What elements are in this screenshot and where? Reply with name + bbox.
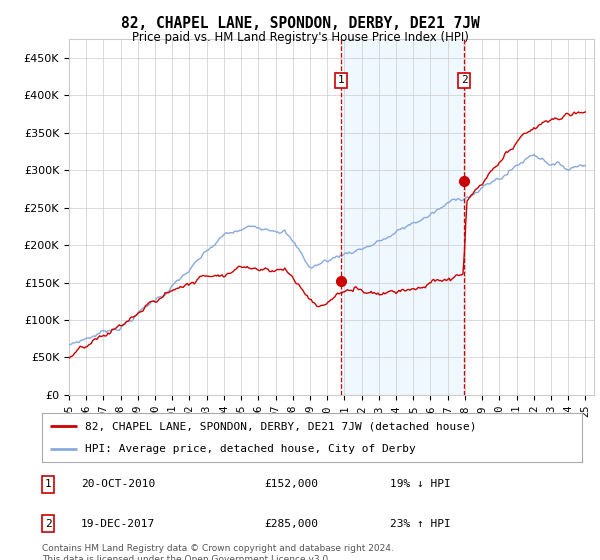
Text: Price paid vs. HM Land Registry's House Price Index (HPI): Price paid vs. HM Land Registry's House …	[131, 31, 469, 44]
Text: 82, CHAPEL LANE, SPONDON, DERBY, DE21 7JW: 82, CHAPEL LANE, SPONDON, DERBY, DE21 7J…	[121, 16, 479, 31]
Bar	[341, 39, 464, 395]
Text: 1: 1	[338, 76, 344, 85]
Text: 19-DEC-2017: 19-DEC-2017	[81, 519, 155, 529]
Text: 20-OCT-2010: 20-OCT-2010	[81, 479, 155, 489]
Text: 2: 2	[461, 76, 467, 85]
Text: £152,000: £152,000	[264, 479, 318, 489]
Text: HPI: Average price, detached house, City of Derby: HPI: Average price, detached house, City…	[85, 444, 416, 454]
Text: 23% ↑ HPI: 23% ↑ HPI	[390, 519, 451, 529]
Text: 19% ↓ HPI: 19% ↓ HPI	[390, 479, 451, 489]
Text: 82, CHAPEL LANE, SPONDON, DERBY, DE21 7JW (detached house): 82, CHAPEL LANE, SPONDON, DERBY, DE21 7J…	[85, 421, 477, 431]
Text: 1: 1	[44, 479, 52, 489]
Text: £285,000: £285,000	[264, 519, 318, 529]
Text: Contains HM Land Registry data © Crown copyright and database right 2024.
This d: Contains HM Land Registry data © Crown c…	[42, 544, 394, 560]
Text: 2: 2	[44, 519, 52, 529]
